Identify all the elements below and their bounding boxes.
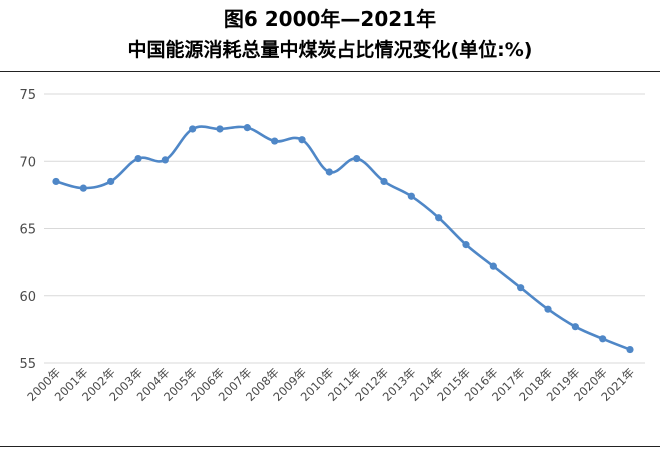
data-point-2004年 xyxy=(161,156,169,164)
chart-title-line-1: 图6 2000年—2021年 xyxy=(223,7,437,31)
data-point-2013年 xyxy=(407,192,415,200)
y-tick-label: 65 xyxy=(19,223,36,238)
data-point-2000年 xyxy=(52,177,60,186)
data-point-2008年 xyxy=(271,137,279,145)
data-point-2007年 xyxy=(243,124,251,132)
data-point-2018年 xyxy=(544,305,552,313)
data-point-2016年 xyxy=(489,262,497,270)
data-point-2017年 xyxy=(517,284,525,292)
data-point-2021年 xyxy=(626,345,634,354)
data-point-2014年 xyxy=(435,214,443,222)
data-point-2003年 xyxy=(134,154,142,163)
data-point-2020年 xyxy=(599,335,607,343)
data-point-2005年 xyxy=(189,125,197,133)
y-tick-label: 75 xyxy=(19,88,36,103)
data-point-2009年 xyxy=(298,136,306,144)
data-point-2006年 xyxy=(216,125,224,133)
y-tick-label: 70 xyxy=(19,155,36,170)
y-tick-label: 55 xyxy=(19,357,36,372)
data-point-2012年 xyxy=(380,177,388,186)
top-divider xyxy=(0,71,660,72)
data-point-2011年 xyxy=(353,154,361,163)
data-point-2001年 xyxy=(79,184,87,192)
line-chart: 55606570752000年2001年2002年2003年2004年2005年… xyxy=(19,88,645,404)
y-tick-label: 60 xyxy=(19,290,36,305)
bottom-divider xyxy=(0,446,660,447)
data-point-2010年 xyxy=(325,168,333,176)
data-point-2019年 xyxy=(571,323,579,331)
data-point-2015年 xyxy=(462,241,470,249)
series-line xyxy=(54,125,632,351)
chart-title-line-2: 中国能源消耗总量中煤炭占比情况变化(单位:%) xyxy=(127,39,533,61)
data-point-2002年 xyxy=(107,177,115,186)
